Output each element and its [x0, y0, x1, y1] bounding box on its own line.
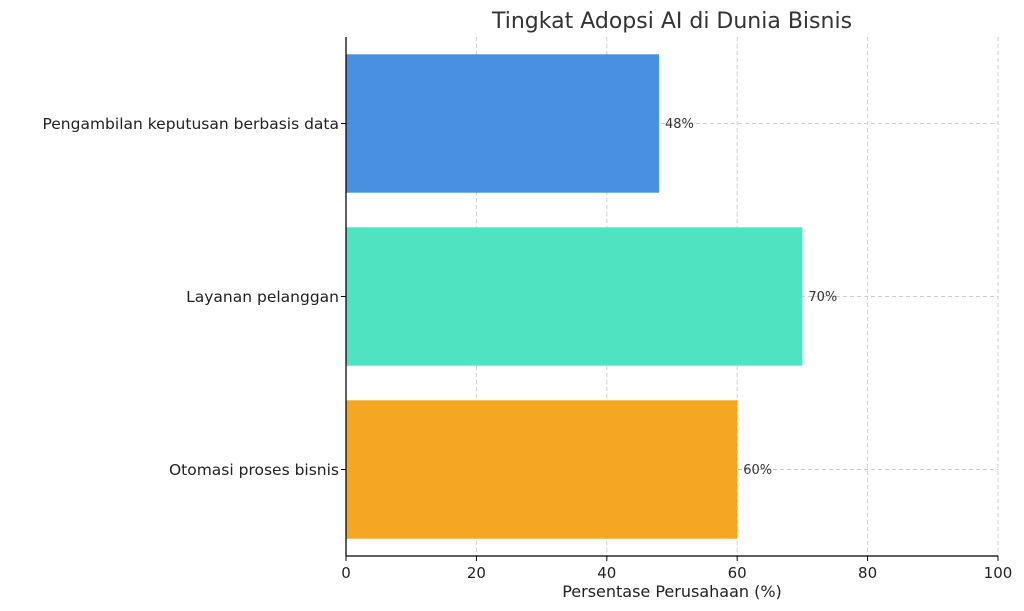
x-axis-label: Persentase Perusahaan (%) — [562, 582, 782, 601]
bar — [346, 227, 803, 366]
x-tick-label: 60 — [728, 564, 747, 582]
bar — [346, 54, 659, 193]
x-tick-label: 100 — [984, 564, 1013, 582]
x-tick-label: 20 — [467, 564, 486, 582]
x-tick-label: 80 — [858, 564, 877, 582]
chart-title: Tingkat Adopsi AI di Dunia Bisnis — [491, 9, 852, 34]
x-ticks: 0 20 40 60 80 100 — [341, 123, 1013, 582]
data-label: 60% — [743, 463, 772, 478]
bars — [346, 54, 803, 539]
category-label: Otomasi proses bisnis — [169, 461, 339, 479]
category-label: Layanan pelanggan — [186, 288, 339, 306]
bar — [346, 400, 738, 539]
x-tick-label: 0 — [341, 564, 351, 582]
category-labels: Pengambilan keputusan berbasis data Layan… — [42, 115, 339, 479]
data-labels: 48% 70% 60% — [665, 117, 837, 478]
data-label: 70% — [808, 290, 837, 305]
data-label: 48% — [665, 117, 694, 132]
x-tick-label: 40 — [597, 564, 616, 582]
category-label: Pengambilan keputusan berbasis data — [42, 115, 339, 133]
